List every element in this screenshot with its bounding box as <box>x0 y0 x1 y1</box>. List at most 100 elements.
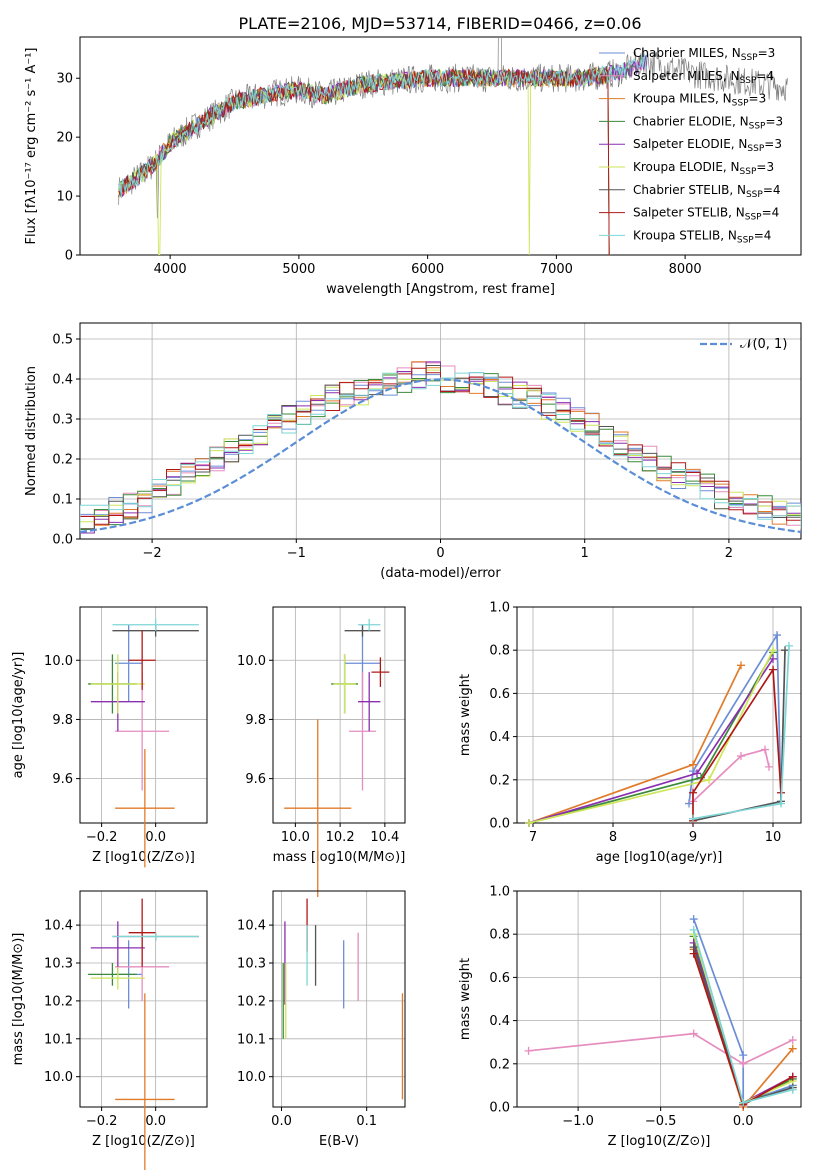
spectrum-lines <box>118 37 788 255</box>
x-axis-label: Z [log10(Z/Z⊙)] <box>92 850 195 865</box>
series-marker <box>769 665 777 674</box>
model-spectrum-kroupa-stelib <box>118 53 647 197</box>
legend-suffix: =4 <box>763 183 781 197</box>
series-line <box>692 645 790 820</box>
tick-label-x: 10.2 <box>326 830 355 845</box>
legend-text: Chabrier MILES, N <box>633 46 741 60</box>
series-marker <box>689 760 697 769</box>
series-marker <box>761 745 769 754</box>
errorbars <box>284 618 390 897</box>
axes-frame <box>79 606 208 824</box>
tick-label-y: 0.6 <box>489 687 510 702</box>
histogram-kroupa-elodie <box>80 369 801 529</box>
legend-entry: Salpeter STELIB, NSSP=4 <box>633 206 779 223</box>
tick-label-y: 1.0 <box>489 601 510 616</box>
grid <box>273 891 405 1107</box>
tick-label-y: 0.4 <box>489 730 510 745</box>
legend-entry: Chabrier MILES, NSSP=3 <box>633 46 775 63</box>
legend-sub: SSP <box>745 213 762 223</box>
tick-label-x: 1 <box>581 546 589 561</box>
y-axis-label: mass [log10(M/M⊙)] <box>11 933 26 1066</box>
normal-curve <box>80 378 801 534</box>
legend-sub: SSP <box>741 53 758 63</box>
errorbars <box>282 898 404 1100</box>
axes-frame <box>272 606 406 824</box>
series-marker <box>689 788 697 797</box>
tick-label-y: 10.0 <box>44 1070 73 1085</box>
tick-label-x: 9 <box>689 830 697 845</box>
legend-sub: SSP <box>737 235 754 245</box>
series-marker <box>765 762 773 771</box>
legend-suffix: =4 <box>756 69 774 83</box>
legend-sub: SSP <box>747 144 764 154</box>
grid <box>517 890 801 1108</box>
series-line <box>528 1032 794 1065</box>
series-marker <box>773 631 781 640</box>
y-axis-label: Normed distribution <box>24 366 39 496</box>
axes-spectrum: 4000 5000 6000 7000 8000 0 10 20 30 wavelength [A… <box>24 36 802 297</box>
legend-suffix: =3 <box>749 92 767 106</box>
legend-suffix: =4 <box>754 228 772 242</box>
series-marker <box>777 799 785 808</box>
tick-label-y: 9.8 <box>52 713 73 728</box>
legend-sub: SSP <box>732 99 749 109</box>
axes-frame <box>272 890 406 1108</box>
legend-sub: SSP <box>740 76 757 86</box>
tick-label-y: 1.0 <box>489 885 510 900</box>
tick-label-x: 8000 <box>669 262 702 277</box>
series-marker <box>769 646 777 655</box>
tick-label-y: 10.4 <box>237 919 266 934</box>
tick-label-y: 20 <box>56 131 73 146</box>
series-line <box>688 632 782 804</box>
series-marker <box>788 1072 797 1081</box>
tick-label-y: 10.2 <box>44 994 73 1009</box>
y-axis-label: mass weight <box>458 674 473 756</box>
tick-label-x: 10 <box>765 830 782 845</box>
tick-label-y: 30 <box>56 72 73 87</box>
tick-label-y: 10.2 <box>237 994 266 1009</box>
tick-label-y: 10.3 <box>237 957 266 972</box>
series-marker <box>788 1085 797 1094</box>
legend-sub: SSP <box>746 190 763 200</box>
series-marker <box>739 1051 748 1060</box>
series-line <box>528 658 774 824</box>
tick-label-y: 0.8 <box>489 644 510 659</box>
axes-residuals: −2 −1 0 1 2 0.0 0.1 0.2 0.3 0.4 0.5 (data-model)/er… <box>24 322 802 581</box>
series-marker <box>689 915 698 924</box>
series <box>524 915 797 1111</box>
series-marker <box>705 775 713 784</box>
tick-label-x: 0.1 <box>356 1114 377 1129</box>
axes-frame <box>516 606 802 824</box>
legend-sub: SSP <box>749 121 766 131</box>
errorbars <box>88 618 199 868</box>
series-marker <box>781 646 789 655</box>
grid <box>273 607 405 823</box>
series-marker <box>769 654 777 663</box>
axes-age_vs_mass: 10.0 10.2 10.4 9.6 9.8 10.0 mass [log10(M/M⊙)] <box>237 606 406 897</box>
tick-label-y: 0.5 <box>52 333 73 348</box>
grid <box>80 607 207 823</box>
tick-label-y: 10.4 <box>44 919 73 934</box>
series-marker <box>737 661 745 670</box>
legend-suffix: =3 <box>758 46 776 60</box>
axes-mass_vs_Z: −0.2 0.0 10.0 10.1 10.2 10.3 10.4 Z [log10(Z/Z⊙… <box>11 890 208 1170</box>
x-axis-label: mass [log10(M/M⊙)] <box>273 850 406 865</box>
x-axis-label: wavelength [Angstrom, rest frame] <box>326 282 555 297</box>
legend-text: Kroupa STELIB, N <box>633 228 737 242</box>
legend-text: Salpeter ELODIE, N <box>633 137 747 151</box>
legend-text: Chabrier ELODIE, N <box>633 114 749 128</box>
legend-suffix: =3 <box>764 137 782 151</box>
series-marker <box>739 1098 748 1107</box>
series-marker <box>737 752 745 761</box>
x-axis-label: (data-model)/error <box>380 566 501 581</box>
x-axis-label: Z [log10(Z/Z⊙)] <box>92 1134 195 1149</box>
x-axis-label: age [log10(age/yr)] <box>596 850 723 865</box>
axes-weight_vs_Z: −1.0 −0.5 0.0 0.0 0.2 0.4 0.6 0.8 1.0 Z [log10(Z/… <box>458 885 802 1149</box>
x-axis-label: E(B-V) <box>319 1134 359 1149</box>
series-marker <box>785 641 793 650</box>
x-axis-label: Z [log10(Z/Z⊙)] <box>608 1134 711 1149</box>
series-line <box>692 666 782 821</box>
series-marker <box>739 1059 748 1068</box>
tick-label-y: 0.2 <box>52 453 73 468</box>
